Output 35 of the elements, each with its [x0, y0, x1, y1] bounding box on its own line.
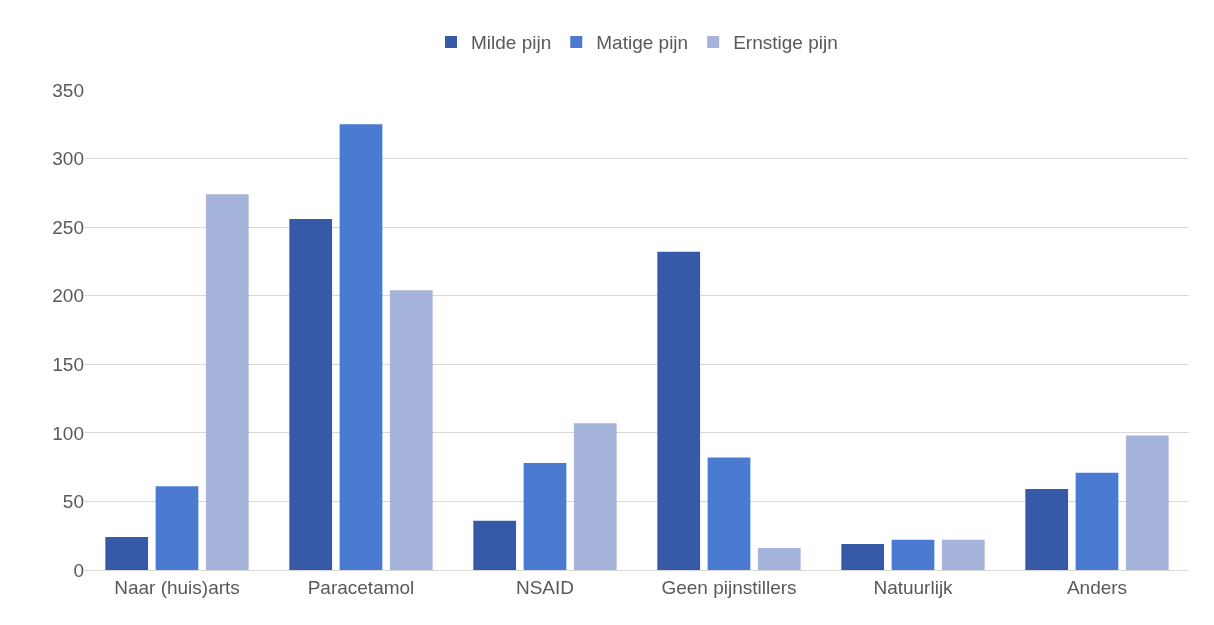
- bar: [339, 124, 383, 570]
- y-tick-label: 250: [52, 216, 84, 238]
- bar: [205, 194, 249, 570]
- bar: [1125, 435, 1169, 570]
- y-tick-label: 50: [62, 491, 84, 513]
- bar: [105, 537, 149, 570]
- x-tick-label: Anders: [1066, 576, 1128, 598]
- legend-label: Milde pijn: [471, 32, 552, 54]
- bar: [1075, 472, 1119, 570]
- legend-label: Ernstige pijn: [733, 32, 838, 54]
- bar: [573, 423, 617, 570]
- y-tick-label: 100: [52, 422, 84, 444]
- bar: [523, 463, 567, 570]
- bar: [941, 539, 985, 570]
- x-tick-label: Naar (huis)arts: [114, 576, 240, 598]
- x-tick-label: Geen pijnstillers: [661, 576, 797, 598]
- bar: [289, 218, 333, 570]
- x-tick-label: Paracetamol: [307, 576, 415, 598]
- y-tick-label: 300: [52, 148, 84, 170]
- bar: [389, 290, 433, 570]
- bar: [1025, 489, 1069, 570]
- bar: [155, 486, 199, 570]
- y-tick-label: 200: [52, 285, 84, 307]
- bar: [841, 543, 885, 570]
- x-tick-label: NSAID: [515, 576, 575, 598]
- bar: [891, 539, 935, 570]
- bar: [757, 548, 801, 570]
- y-tick-label: 350: [52, 79, 84, 101]
- bar: [707, 457, 751, 570]
- bar: [657, 251, 701, 570]
- x-tick-label: Natuurlijk: [873, 576, 954, 598]
- y-tick-label: 150: [52, 353, 84, 375]
- bar: [473, 520, 517, 570]
- legend-label: Matige pijn: [596, 32, 689, 54]
- y-tick-label: 0: [73, 559, 84, 581]
